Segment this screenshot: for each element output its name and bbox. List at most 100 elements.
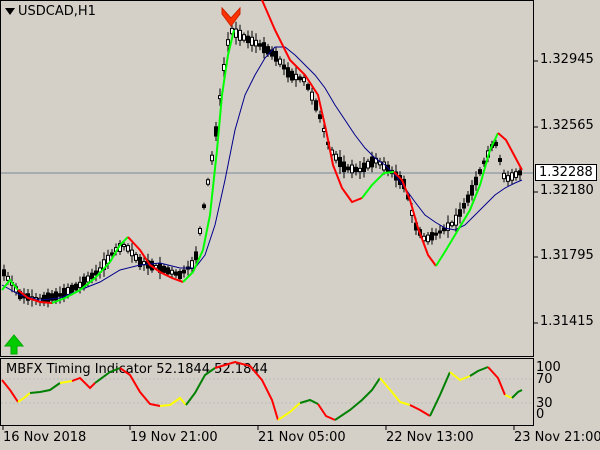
candle-body <box>238 29 242 41</box>
candle-body <box>66 287 70 295</box>
timing-segment <box>504 394 513 399</box>
time-label-0: 16 Nov 2018 <box>3 430 87 445</box>
candle-body <box>514 171 518 178</box>
candle-body <box>510 172 514 181</box>
candle-body <box>202 204 206 209</box>
candle-body <box>498 158 502 162</box>
candle-body <box>310 91 314 101</box>
timing-segment <box>449 371 471 382</box>
candle-body <box>78 281 82 289</box>
candle-body <box>110 252 114 256</box>
candle-body <box>178 271 182 279</box>
candle-body <box>338 156 342 168</box>
candle-body <box>234 28 238 38</box>
indicator-label: MBFX Timing Indicator 52.1844 52.1844 <box>6 362 268 377</box>
candle-body <box>350 164 354 174</box>
candle-body <box>274 50 278 62</box>
time-tick-marks <box>2 426 515 430</box>
trend-curve-green-1 <box>1 278 19 291</box>
indicator-tick-30: 30 <box>536 396 553 411</box>
candle-body <box>2 269 6 277</box>
timing-segment <box>29 382 61 394</box>
candle-body <box>58 293 62 297</box>
candle-body <box>182 269 186 274</box>
timing-segment <box>119 367 161 407</box>
candle-body <box>282 64 286 70</box>
candle-body <box>502 172 506 180</box>
timing-segment <box>469 366 489 377</box>
time-label-1: 19 Nov 21:00 <box>130 430 218 445</box>
candle-body <box>314 100 318 111</box>
candle-body <box>318 114 322 120</box>
candle-body <box>162 265 166 273</box>
main-chart-frame[interactable] <box>0 0 534 357</box>
indicator-tick-100: 100 <box>536 360 561 375</box>
candle-body <box>194 251 198 261</box>
candle-body <box>170 269 174 275</box>
indicator-tick-70: 70 <box>536 372 553 387</box>
moving-average-line <box>1 46 523 301</box>
candlesticks <box>2 21 522 308</box>
candle-body <box>126 245 130 252</box>
price-tick-1: 1.32565 <box>540 118 594 133</box>
candle-body <box>426 234 430 243</box>
timing-segment <box>379 377 411 406</box>
candle-body <box>214 126 218 137</box>
timing-segment <box>317 403 336 421</box>
candle-body <box>210 154 214 162</box>
candle-body <box>506 175 510 182</box>
candle-body <box>450 221 454 227</box>
candle-body <box>242 34 246 41</box>
trend-curve-red-1 <box>17 289 53 304</box>
candle-body <box>50 293 54 301</box>
candle-body <box>166 267 170 275</box>
candle-body <box>138 256 142 268</box>
candle-body <box>306 84 310 90</box>
timing-segment <box>334 377 381 421</box>
price-tick-marks <box>534 60 538 324</box>
candle-body <box>334 153 338 161</box>
candle-body <box>286 67 290 78</box>
price-tick-3: 1.31795 <box>540 248 594 263</box>
candle-body <box>474 176 478 186</box>
chart-menu-triangle-icon[interactable] <box>5 8 15 15</box>
candle-body <box>354 166 358 173</box>
candle-body <box>206 179 210 185</box>
candle-body <box>254 39 258 47</box>
indicator-tick-0: 0 <box>536 407 545 422</box>
candle-body <box>198 228 202 234</box>
price-tick-4: 1.31415 <box>540 314 594 329</box>
candle-body <box>54 291 58 301</box>
trend-curve-red-3 <box>261 0 363 204</box>
trend-curve-green-3 <box>182 29 235 283</box>
candle-body <box>130 249 134 257</box>
candle-body <box>250 36 254 46</box>
trend-curve-green-2 <box>51 236 129 304</box>
time-label-2: 21 Nov 05:00 <box>258 430 346 445</box>
candle-body <box>466 194 470 203</box>
down-arrow-icon <box>221 6 241 27</box>
candle-body <box>434 232 438 236</box>
candle-body <box>446 222 450 231</box>
candle-body <box>438 230 442 234</box>
candle-body <box>462 203 466 209</box>
candle-body <box>6 275 10 281</box>
timing-segment <box>159 396 187 407</box>
candle-body <box>494 141 498 147</box>
candle-body <box>90 272 94 280</box>
candle-body <box>294 73 298 81</box>
trend-curve-green-5 <box>435 132 499 267</box>
time-label-3: 22 Nov 13:00 <box>386 430 474 445</box>
candle-body <box>174 271 178 276</box>
candle-body <box>290 70 294 81</box>
time-label-4: 23 Nov 21:00 <box>514 430 600 445</box>
candle-body <box>190 260 194 270</box>
indicator-window-frame[interactable] <box>0 358 534 426</box>
candle-body <box>46 292 50 304</box>
candle-body <box>470 185 474 196</box>
candle-body <box>518 170 522 176</box>
trend-curve-green-4 <box>361 171 395 199</box>
timing-segment <box>429 371 451 417</box>
up-arrow-icon <box>3 334 25 355</box>
